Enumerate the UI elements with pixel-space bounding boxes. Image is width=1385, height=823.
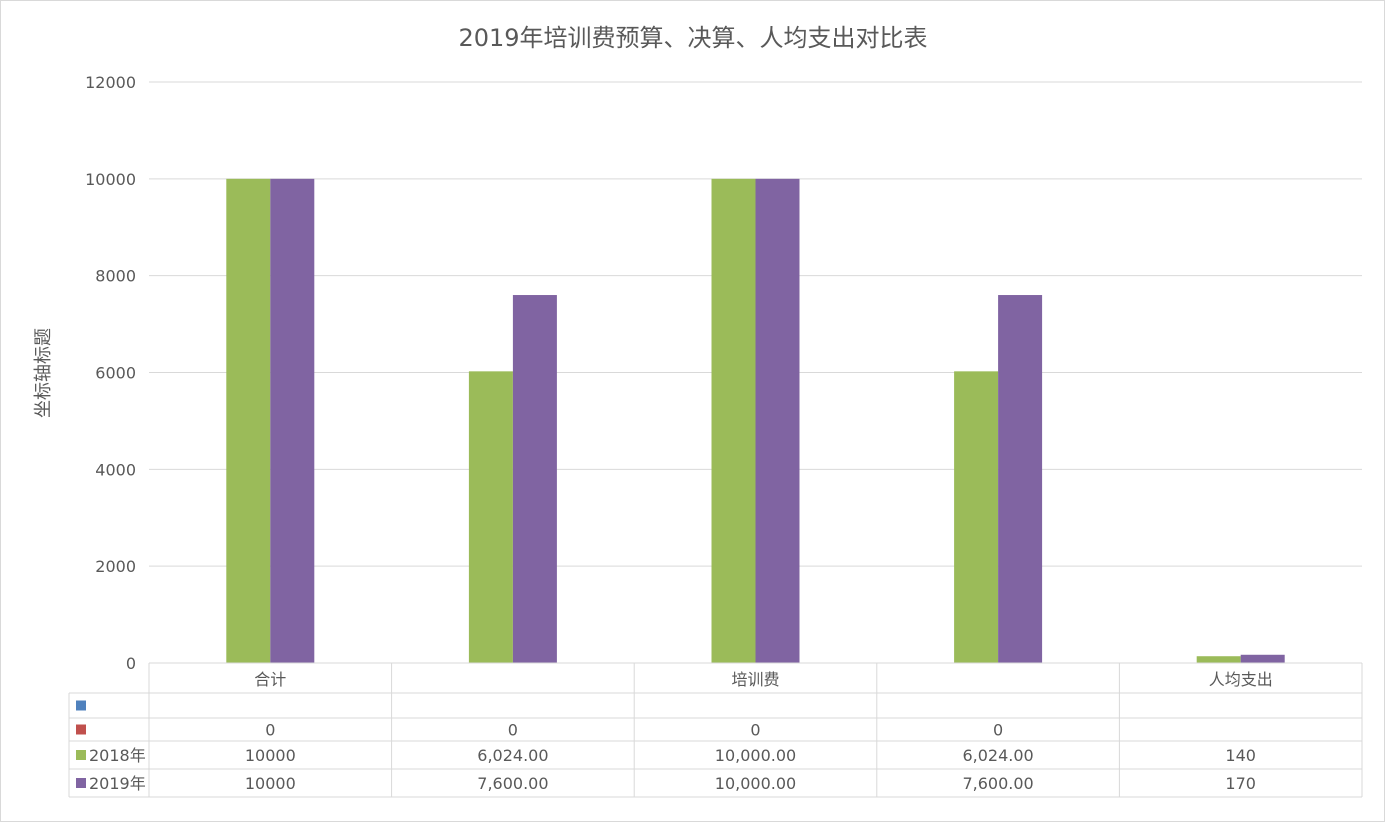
bar (755, 178, 800, 664)
data-label: 6,024.00 (477, 746, 548, 765)
bar (226, 178, 271, 664)
y-tick-label: 12000 (85, 73, 136, 92)
legend-key (76, 724, 86, 735)
x-category-label: 合计 (254, 670, 286, 689)
x-category-label: 人均支出 (1209, 670, 1273, 689)
bar (1240, 654, 1285, 663)
data-label: 0 (750, 721, 760, 740)
legend-key (76, 750, 86, 760)
y-axis-title: 坐标轴标题 (33, 328, 54, 418)
x-category-label: 培训费 (731, 670, 779, 689)
data-label: 0 (265, 721, 275, 740)
data-label: 170 (1225, 774, 1256, 793)
data-label: 10,000.00 (715, 746, 796, 765)
data-label: 10,000.00 (715, 774, 796, 793)
bar (270, 178, 315, 664)
data-label: 0 (508, 721, 518, 740)
y-tick-label: 6000 (95, 364, 136, 383)
data-label: 10000 (245, 774, 296, 793)
bar (998, 295, 1043, 663)
data-label: 0 (993, 721, 1003, 740)
y-tick-label: 0 (126, 654, 136, 673)
y-tick-label: 8000 (95, 267, 136, 286)
bar (468, 371, 513, 663)
data-label: 6,024.00 (962, 746, 1033, 765)
y-tick-label: 4000 (95, 460, 136, 479)
data-label: 7,600.00 (962, 774, 1033, 793)
data-label: 10000 (245, 746, 296, 765)
y-tick-label: 2000 (95, 557, 136, 576)
data-label: 140 (1225, 746, 1256, 765)
y-axis-ticks: 0 2000 4000 6000 8000 10000 12000 (85, 73, 136, 673)
data-label: 7,600.00 (477, 774, 548, 793)
y-tick-label: 10000 (85, 170, 136, 189)
bar (711, 178, 756, 664)
legend-key (76, 700, 86, 711)
bar (954, 371, 999, 663)
legend-key (76, 778, 86, 788)
chart-title: 2019年培训费预算、决算、人均支出对比表 (458, 24, 927, 52)
bar (1196, 656, 1241, 663)
legend-label: 2018年 (89, 746, 146, 765)
legend-label: 2019年 (89, 774, 146, 793)
bar (512, 295, 557, 663)
data-table: 合计 培训费 人均支出 0 0 0 0 2018年 10000 6,024.00 10,000.00… (68, 662, 1363, 798)
bars (226, 178, 1285, 664)
